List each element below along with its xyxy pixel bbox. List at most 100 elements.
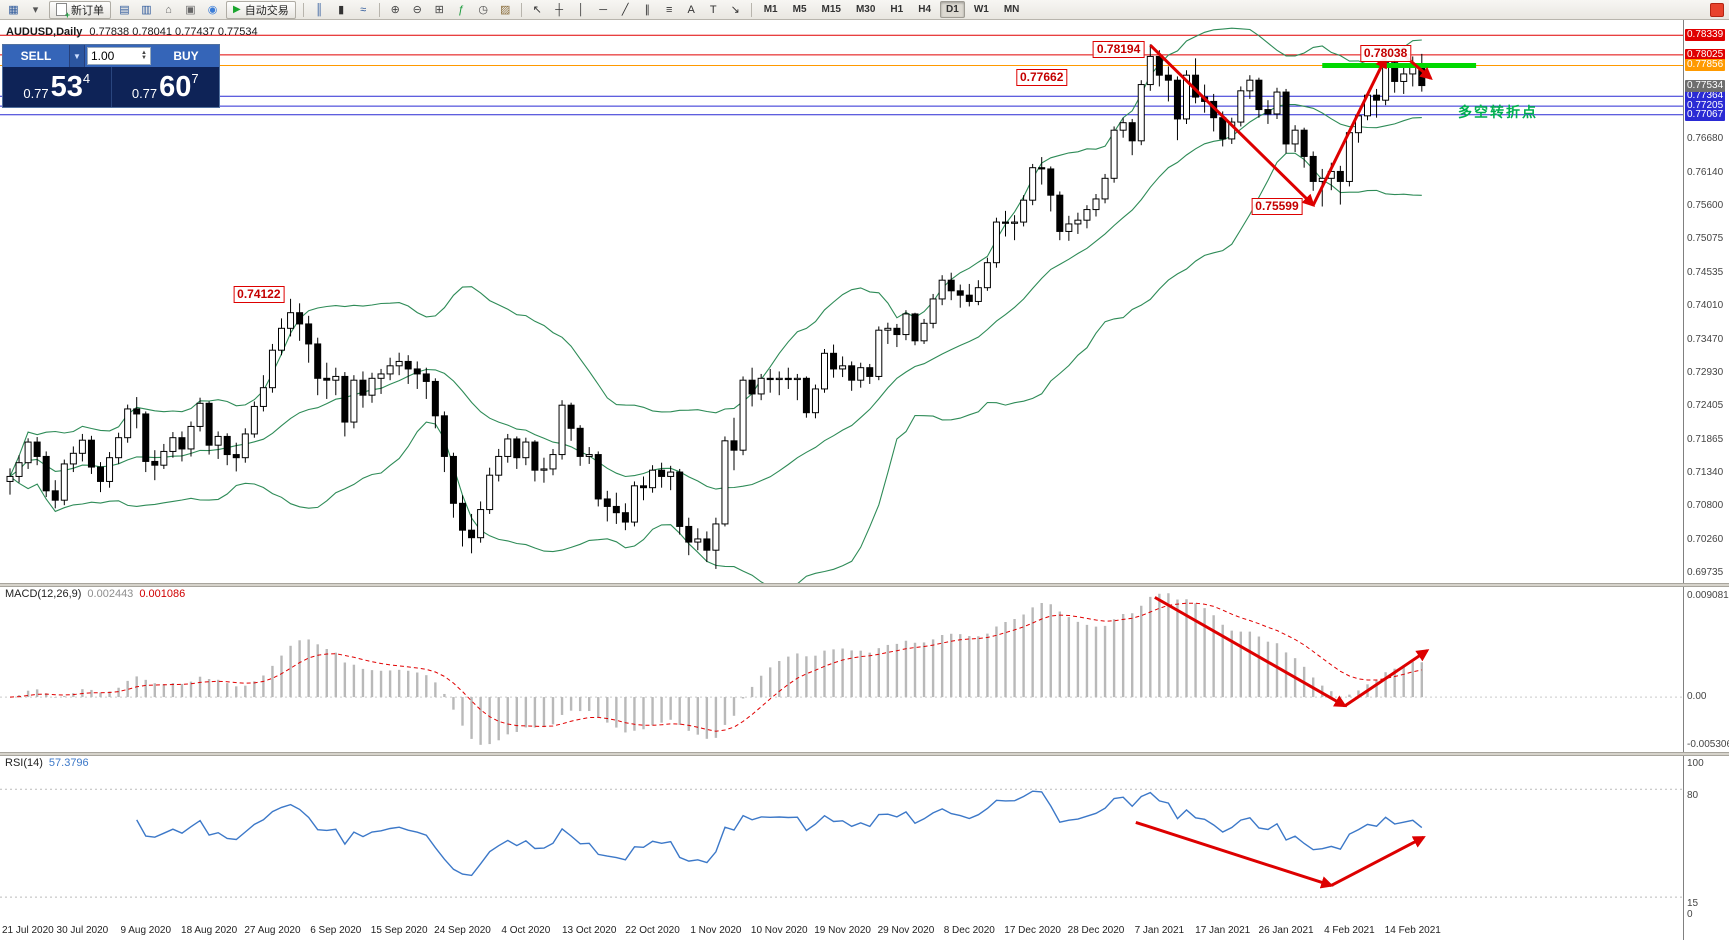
- periods-icon[interactable]: ◷: [478, 4, 488, 16]
- axis-price-label: 0.71865: [1687, 433, 1724, 445]
- buy-button[interactable]: BUY: [173, 49, 199, 63]
- trend-arrow[interactable]: [1311, 55, 1387, 206]
- timeframe-w1[interactable]: W1: [973, 4, 989, 15]
- timeframe-m30[interactable]: M30: [855, 4, 876, 15]
- axis-price-label: 0.72930: [1687, 367, 1724, 379]
- axis-price-label: 0.70260: [1687, 534, 1724, 546]
- date-label: 14 Feb 2021: [1384, 925, 1441, 936]
- terminal-icon[interactable]: ▣: [185, 4, 196, 16]
- trend-arrow[interactable]: [1330, 836, 1426, 887]
- sell-price-button[interactable]: 0.77 53 4: [3, 67, 112, 107]
- date-label: 10 Nov 2020: [750, 925, 808, 936]
- crosshair-icon[interactable]: ┼: [555, 3, 564, 16]
- timeframe-m1[interactable]: M1: [763, 4, 778, 15]
- cursor-icon[interactable]: ↖: [532, 4, 542, 16]
- timeframe-m15[interactable]: M15: [821, 4, 841, 15]
- candlesticks-icon[interactable]: ▮: [338, 4, 345, 16]
- text-label-icon[interactable]: T: [709, 3, 717, 16]
- trendline-icon[interactable]: ╱: [621, 4, 629, 16]
- trend-arrow[interactable]: [1344, 649, 1430, 708]
- fibonacci-icon[interactable]: ≡: [665, 3, 673, 16]
- toolbar: ▦ ▾ 新订单 ▤ ▥ ⌂ ▣ ◉ ▶自动交易 ║ ▮ ≈ ⊕ ⊖ ⊞ ƒ ◷ ▨ ↖ ┼ │ ─ ╱ ∥ ≡ A T ↘ M1 M5 M1…: [0, 0, 1729, 20]
- strategy-tester-icon[interactable]: ◉: [207, 4, 218, 16]
- trend-arrow[interactable]: [1149, 44, 1315, 207]
- axis-price-label: 0.76680: [1687, 132, 1724, 144]
- time-axis[interactable]: 21 Jul 2020 30 Jul 2020 9 Aug 2020 18 Aug 2…: [0, 922, 1683, 940]
- date-label: 4 Oct 2020: [501, 925, 551, 936]
- timeframe-h4[interactable]: H4: [918, 4, 932, 15]
- templates-icon[interactable]: ▨: [500, 4, 511, 16]
- axis-price-label: 0.74010: [1687, 299, 1724, 311]
- date-label: 27 Aug 2020: [244, 925, 301, 936]
- timeframe-m5[interactable]: M5: [792, 4, 807, 15]
- macd-main-value: 0.002443: [87, 588, 134, 600]
- indicators-icon[interactable]: ƒ: [458, 3, 465, 16]
- line-chart-icon[interactable]: ≈: [360, 3, 367, 16]
- new-order-icon: [56, 3, 70, 20]
- rsi-axis-label: 0: [1687, 909, 1693, 920]
- date-label: 26 Jan 2021: [1258, 925, 1314, 936]
- data-window-icon[interactable]: ▥: [141, 4, 152, 16]
- trend-arrow[interactable]: [1135, 820, 1334, 889]
- date-label: 7 Jan 2021: [1134, 925, 1185, 936]
- macd-histogram: [17, 593, 1424, 745]
- axis-price-label: 0.74535: [1687, 267, 1724, 278]
- pane-separator[interactable]: [0, 583, 1729, 587]
- macd-signal-line: [9, 602, 1422, 732]
- timeframe-d1[interactable]: D1: [940, 1, 965, 18]
- tile-windows-icon[interactable]: ⊞: [434, 4, 444, 16]
- date-label: 13 Oct 2020: [561, 925, 617, 936]
- date-label: 24 Sep 2020: [434, 925, 491, 936]
- symbol-period-label: AUDUSD,Daily: [6, 26, 83, 38]
- vertical-line-icon[interactable]: │: [577, 3, 585, 16]
- axis-price-label: 0.76140: [1687, 166, 1724, 178]
- buy-price-pip: 7: [191, 71, 199, 86]
- macd-axis-max: 0.009081: [1687, 590, 1729, 601]
- buy-price-button[interactable]: 0.77 60 7: [112, 67, 220, 107]
- toolbar-separator: [750, 2, 752, 17]
- sell-price-prefix: 0.77: [23, 86, 49, 101]
- sell-price-big: 53: [50, 71, 83, 103]
- rsi-name: RSI(14): [5, 757, 43, 769]
- rsi-pane-canvas[interactable]: [0, 756, 1683, 922]
- pane-separator[interactable]: [0, 752, 1729, 756]
- ohlc-bars-icon[interactable]: ║: [315, 3, 324, 16]
- new-order-button[interactable]: 新订单: [49, 0, 111, 20]
- axis-price-label: 0.69735: [1687, 567, 1724, 578]
- date-label: 9 Aug 2020: [120, 925, 172, 936]
- notification-badge[interactable]: [1710, 2, 1724, 17]
- order-type-dropdown[interactable]: ▼: [69, 45, 85, 67]
- toolbar-separator: [378, 2, 380, 17]
- zoom-out-icon[interactable]: ⊖: [412, 4, 422, 16]
- autotrading-play-icon: ▶: [233, 4, 241, 15]
- date-label: 6 Sep 2020: [310, 925, 362, 936]
- timeframe-h1[interactable]: H1: [890, 4, 904, 15]
- arrows-tool-icon[interactable]: ↘: [730, 4, 740, 16]
- date-label: 28 Dec 2020: [1067, 925, 1125, 936]
- equidistant-channel-icon[interactable]: ∥: [644, 4, 650, 16]
- new-chart-icon[interactable]: ▦: [8, 4, 19, 16]
- navigator-icon[interactable]: ⌂: [165, 3, 172, 16]
- chart-profiles-icon[interactable]: ▾: [32, 4, 39, 16]
- macd-pane-canvas[interactable]: [0, 587, 1683, 752]
- price-axis[interactable]: 0.76680 0.76140 0.75600 0.75075 0.74535 0.740…: [1683, 20, 1729, 940]
- autotrading-button[interactable]: ▶ 自动交易: [226, 0, 296, 19]
- date-label: 17 Jan 2021: [1195, 925, 1251, 936]
- macd-axis-zero: 0.00: [1687, 691, 1707, 703]
- timeframe-mn[interactable]: MN: [1003, 4, 1020, 15]
- date-label: 8 Dec 2020: [943, 925, 995, 936]
- level-price-label: 0.77364: [1685, 90, 1726, 103]
- volume-spinner[interactable]: ▲ ▼: [141, 50, 147, 61]
- volume-value: 1.00: [91, 49, 115, 63]
- level-price-label: 0.77856: [1685, 59, 1726, 72]
- trend-arrow[interactable]: [1154, 596, 1348, 708]
- rsi-value: 57.3796: [48, 757, 89, 769]
- volume-input[interactable]: 1.00 ▲ ▼: [87, 47, 151, 65]
- main-chart-canvas[interactable]: [0, 20, 1683, 583]
- zoom-in-icon[interactable]: ⊕: [390, 4, 400, 16]
- horizontal-line-icon[interactable]: ─: [599, 3, 608, 16]
- buy-price-big: 60: [159, 71, 192, 103]
- market-watch-icon[interactable]: ▤: [119, 4, 130, 16]
- sell-button[interactable]: SELL: [20, 49, 52, 63]
- text-icon[interactable]: A: [687, 3, 695, 16]
